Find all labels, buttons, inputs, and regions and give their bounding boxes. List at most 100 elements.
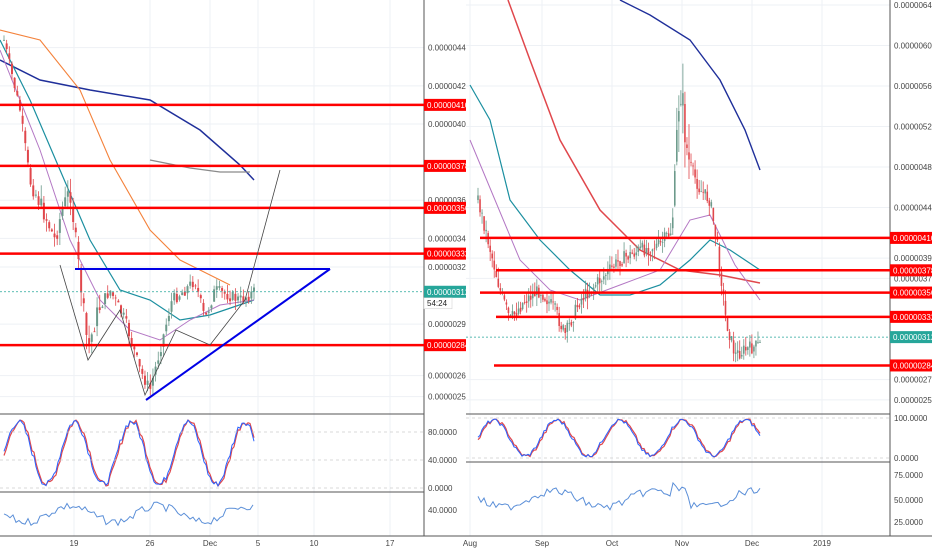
- candle-body: [574, 304, 577, 319]
- candle: [226, 284, 229, 304]
- candle-body: [651, 249, 654, 252]
- candle-body: [505, 302, 508, 305]
- candle-body: [732, 340, 735, 354]
- candle-body: [613, 266, 615, 268]
- candle-body: [253, 287, 255, 292]
- candle-body: [625, 252, 627, 257]
- candle-body: [536, 286, 538, 296]
- candle-body: [226, 293, 229, 300]
- candle: [114, 294, 117, 306]
- candle-body: [8, 53, 11, 60]
- price-tick-label: 0.00000440: [428, 44, 471, 53]
- candle-body: [507, 307, 510, 314]
- candle-body: [716, 239, 719, 241]
- stoch-tick-label: 80.0000: [428, 428, 457, 437]
- candle-body: [128, 322, 130, 337]
- time-tick-label: Dec: [745, 539, 759, 548]
- candle: [680, 90, 682, 107]
- candle-body: [621, 263, 623, 266]
- candle-body: [556, 306, 558, 310]
- candle-body: [135, 352, 138, 355]
- candle-body: [568, 322, 571, 324]
- candle-body: [32, 185, 35, 197]
- candle-body: [154, 366, 157, 375]
- candle-body: [242, 296, 245, 302]
- candle-body: [714, 224, 717, 237]
- price-level-label: 0.00000284: [427, 341, 470, 350]
- candle: [578, 303, 581, 310]
- price-level-label: 0.00000332: [427, 250, 470, 259]
- candle-body: [173, 292, 176, 301]
- candle-body: [98, 307, 101, 310]
- candle: [554, 300, 556, 312]
- candle-body: [734, 352, 737, 354]
- candle: [736, 341, 739, 362]
- candle-body: [552, 301, 554, 303]
- candle-body: [199, 295, 202, 299]
- candle-body: [517, 308, 520, 314]
- candle: [199, 293, 202, 303]
- price-level-tag: [890, 310, 932, 323]
- candle-body: [109, 290, 112, 296]
- candle-body: [576, 305, 579, 308]
- candle: [245, 296, 248, 307]
- candle-body: [678, 111, 680, 122]
- candle-body: [191, 281, 194, 288]
- candle-body: [682, 93, 684, 106]
- candle-body: [239, 295, 242, 298]
- candle-body: [48, 222, 51, 229]
- ma-blue-line: [619, 0, 761, 171]
- candle-body: [726, 318, 729, 331]
- candle: [56, 230, 59, 246]
- candle: [738, 340, 741, 360]
- candle-body: [688, 152, 690, 160]
- ma-teal-line: [0, 39, 255, 321]
- candle-body: [21, 115, 24, 124]
- candle: [661, 231, 664, 253]
- candle-body: [120, 305, 123, 314]
- candle-body: [730, 336, 733, 341]
- candle: [167, 308, 170, 326]
- candle-body: [37, 196, 40, 205]
- candle: [726, 317, 729, 332]
- candle: [138, 358, 141, 373]
- candle: [521, 302, 524, 311]
- stoch-tick-label: 40.0000: [428, 456, 457, 465]
- candle: [101, 305, 104, 309]
- candle-body: [485, 229, 487, 232]
- candle: [615, 253, 617, 272]
- stoch-k-line: [3, 419, 255, 488]
- candle: [80, 263, 83, 307]
- candle-body: [600, 280, 603, 282]
- candle-body: [215, 286, 218, 290]
- candle: [250, 286, 253, 304]
- candle: [732, 331, 735, 362]
- stoch-k-line: [477, 418, 761, 458]
- candle-body: [633, 253, 636, 257]
- candle-body: [101, 306, 104, 308]
- candle-body: [669, 233, 672, 235]
- candle-body: [205, 312, 208, 315]
- candle-body: [566, 322, 569, 333]
- candle-body: [609, 264, 611, 270]
- candle: [542, 293, 544, 303]
- candle: [141, 365, 144, 380]
- candle: [548, 295, 550, 312]
- candle-body: [667, 233, 670, 237]
- candle: [645, 239, 648, 257]
- candle-body: [497, 278, 500, 287]
- candle-body: [560, 325, 562, 330]
- candle-body: [661, 241, 664, 243]
- candle-body: [534, 293, 536, 297]
- candle: [239, 286, 242, 304]
- candle-body: [104, 293, 107, 305]
- candle: [122, 308, 125, 319]
- price-tick-label: 0.00000257: [428, 393, 471, 402]
- candle-body: [596, 277, 599, 285]
- candle-body: [151, 377, 154, 386]
- candle: [186, 284, 189, 300]
